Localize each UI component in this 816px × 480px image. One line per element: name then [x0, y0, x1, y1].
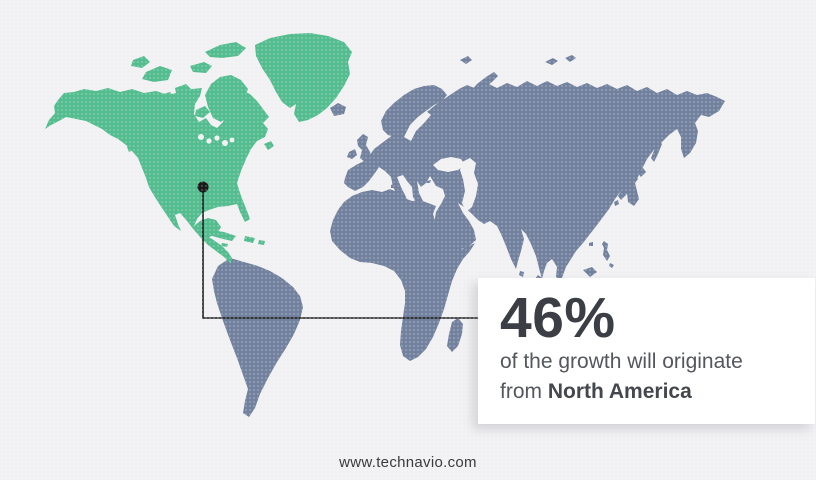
sri-lanka: [519, 271, 524, 277]
kyushu: [614, 200, 619, 206]
svalbard: [460, 56, 472, 64]
arctic-island: [175, 84, 191, 95]
vancouver-island: [127, 144, 135, 152]
novaya-zemlya: [470, 72, 498, 96]
eurasia: [344, 81, 725, 281]
arctic-island: [565, 55, 576, 62]
great-lake: [222, 140, 228, 146]
cuba: [206, 230, 236, 241]
baffin-island: [205, 75, 248, 122]
callout-card: 46% of the growth will originate from No…: [478, 278, 815, 424]
map-region-north-america: [45, 33, 352, 264]
stat-region-name: North America: [547, 380, 692, 403]
sicily: [399, 205, 405, 209]
footer-website-url: www.technavio.com: [339, 454, 477, 471]
great-lake: [206, 138, 212, 144]
stat-description-line1: of the growth will originate: [500, 350, 743, 373]
banks-island: [131, 56, 150, 68]
caspian-sea: [460, 158, 478, 212]
sardinia: [390, 191, 393, 196]
stat-description-regular: from: [500, 380, 542, 403]
ireland: [347, 149, 357, 159]
corsica: [391, 184, 394, 188]
philippines: [602, 241, 610, 261]
great-lake: [198, 134, 204, 140]
callout-leader-line: [202, 187, 478, 319]
south-america: [212, 258, 303, 417]
great-britain: [357, 134, 372, 163]
greenland: [255, 33, 352, 122]
borneo: [583, 267, 597, 277]
southampton-island: [195, 106, 210, 118]
jamaica: [221, 243, 228, 247]
great-lake: [229, 137, 235, 143]
cyprus: [426, 180, 431, 183]
arctic-island: [545, 58, 558, 65]
scandinavia: [381, 85, 447, 137]
black-sea: [433, 157, 465, 172]
iceland: [330, 103, 346, 116]
honshu: [618, 174, 638, 200]
devon-island: [190, 62, 212, 73]
hainan: [589, 242, 593, 246]
philippines-island: [609, 263, 614, 268]
north-america-mainland: [45, 88, 269, 264]
great-lake: [214, 135, 220, 141]
location-marker-dot: [197, 181, 209, 193]
baltic-sea: [404, 111, 431, 141]
taiwan: [577, 233, 582, 240]
map-inland-water: [198, 111, 478, 212]
arctic-island: [159, 92, 174, 101]
hokkaido: [637, 168, 646, 177]
sakhalin: [651, 140, 662, 162]
stat-description-line2: from North America: [500, 377, 797, 407]
crete: [422, 209, 428, 212]
ellesmere-island: [205, 42, 246, 58]
victoria-island: [142, 66, 172, 82]
stat-value: 46%: [500, 286, 616, 350]
puerto-rico: [258, 240, 265, 245]
newfoundland: [264, 141, 274, 150]
hispaniola: [244, 236, 255, 243]
madagascar: [447, 318, 463, 352]
